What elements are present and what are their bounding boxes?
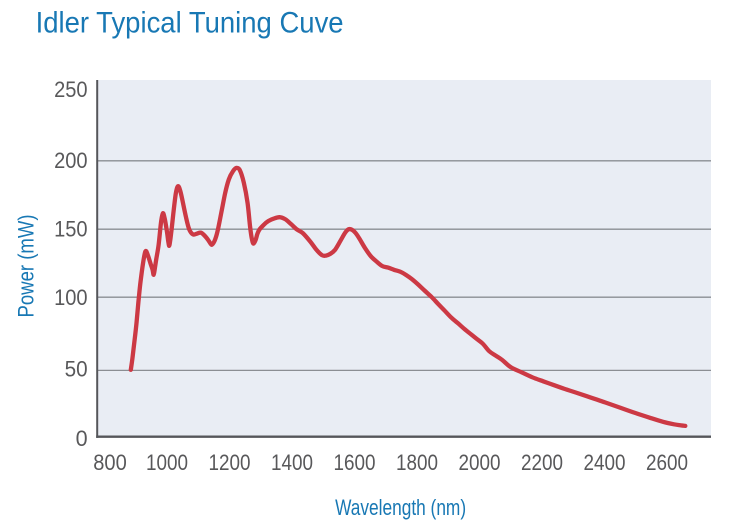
- svg-text:Idler Typical Tuning Cuve: Idler Typical Tuning Cuve: [36, 7, 344, 40]
- svg-text:800: 800: [93, 450, 127, 475]
- svg-text:2000: 2000: [459, 450, 501, 475]
- svg-text:1200: 1200: [209, 450, 251, 475]
- svg-text:Power (mW): Power (mW): [14, 215, 39, 318]
- svg-text:Wavelength (nm): Wavelength (nm): [335, 495, 466, 520]
- svg-text:200: 200: [54, 148, 88, 173]
- svg-text:1400: 1400: [271, 450, 313, 475]
- svg-text:50: 50: [65, 356, 88, 381]
- svg-text:100: 100: [54, 285, 88, 310]
- svg-text:150: 150: [54, 216, 88, 241]
- svg-text:2400: 2400: [584, 450, 626, 475]
- svg-text:1000: 1000: [146, 450, 188, 475]
- svg-text:2600: 2600: [646, 450, 688, 475]
- svg-text:250: 250: [54, 77, 88, 102]
- svg-text:1800: 1800: [396, 450, 438, 475]
- svg-text:2200: 2200: [521, 450, 563, 475]
- svg-text:0: 0: [76, 426, 88, 451]
- svg-text:1600: 1600: [334, 450, 376, 475]
